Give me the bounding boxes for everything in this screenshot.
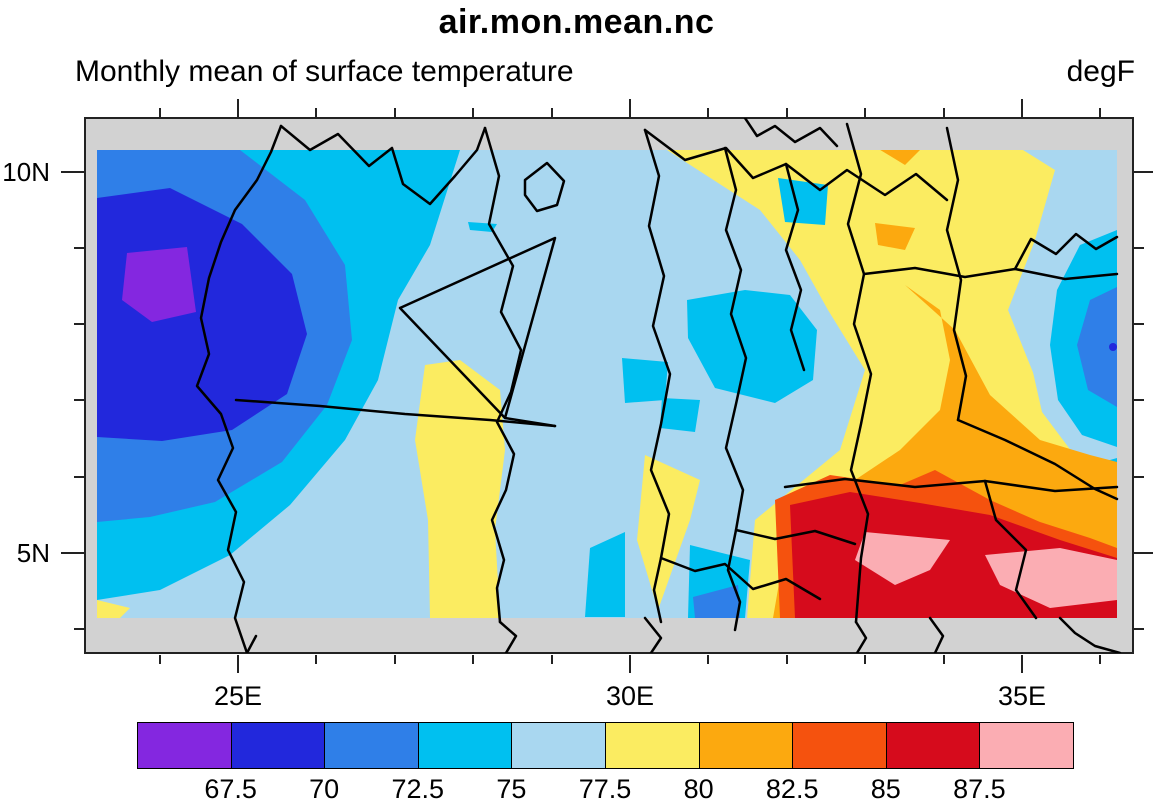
field-blue-east bbox=[1077, 287, 1117, 407]
colorbar-segment-0 bbox=[137, 722, 232, 769]
field-purple-core bbox=[122, 247, 196, 322]
colorbar-tick-label-77.5: 77.5 bbox=[578, 774, 632, 804]
colorbar-segment-8 bbox=[885, 722, 981, 769]
colorbar-tick-label-87.5: 87.5 bbox=[953, 774, 1006, 804]
field-cyan-bottom-1 bbox=[585, 532, 625, 617]
colorbar-segment-3 bbox=[417, 722, 513, 769]
field-cyan-small-2 bbox=[660, 398, 700, 432]
field-yellow-sw-corner bbox=[97, 600, 130, 618]
colorbar-tick-label-82.5: 82.5 bbox=[765, 774, 819, 804]
field-pink-left bbox=[855, 532, 950, 585]
colorbar-segment-2 bbox=[324, 722, 420, 769]
colorbar-tick-label-72.5: 72.5 bbox=[391, 774, 445, 804]
colorbar-tick-label-67.5: 67.5 bbox=[204, 774, 257, 804]
colorbar-segment-6 bbox=[698, 722, 794, 769]
colorbar bbox=[137, 722, 1075, 769]
field-cyan-ne-patch bbox=[778, 178, 828, 225]
field-orange-spot-mid bbox=[875, 223, 915, 250]
plot-subtitle: Monthly mean of surface temperature bbox=[75, 55, 574, 88]
field-deepblue-dot-east bbox=[1109, 343, 1117, 351]
field-cyan-center bbox=[687, 290, 817, 403]
colorbar-segment-9 bbox=[979, 722, 1075, 769]
colorbar-segment-5 bbox=[605, 722, 700, 769]
temperature-contour-map bbox=[61, 99, 1153, 673]
field-cyan-small-1 bbox=[622, 358, 668, 403]
colorbar-segment-4 bbox=[511, 722, 607, 769]
contour-field bbox=[97, 150, 1117, 618]
colorbar-tick-label-75: 75 bbox=[496, 774, 527, 804]
y-axis-label-5n: 5N bbox=[16, 538, 50, 568]
map-boundaries bbox=[195, 118, 1122, 653]
field-yellow-band-center bbox=[415, 360, 505, 618]
axis-ticks-top bbox=[159, 99, 1101, 117]
colorbar-labels: 67.5 70 72.5 75 77.5 80 82.5 85 87.5 bbox=[137, 774, 1137, 805]
x-axis-label-35e: 35E bbox=[997, 681, 1047, 711]
axis-ticks-bottom bbox=[159, 655, 1101, 673]
field-yellow-streak bbox=[637, 455, 700, 610]
field-blue-bottom-core bbox=[693, 585, 740, 618]
field-orange-spot-top bbox=[880, 150, 920, 165]
colorbar-segment-1 bbox=[230, 722, 326, 769]
colorbar-tick-label-80: 80 bbox=[683, 774, 714, 804]
y-axis-label-10n: 10N bbox=[2, 157, 50, 187]
plot-title: air.mon.mean.nc bbox=[438, 3, 715, 41]
colorbar-segment-7 bbox=[792, 722, 888, 769]
x-axis-label-30e: 30E bbox=[605, 681, 655, 711]
units-label: degF bbox=[1066, 55, 1135, 88]
colorbar-tick-label-85: 85 bbox=[870, 774, 901, 804]
colorbar-tick-label-70: 70 bbox=[309, 774, 340, 804]
axis-ticks-right bbox=[1134, 171, 1153, 630]
axis-ticks-left bbox=[61, 171, 84, 630]
x-axis-label-25e: 25E bbox=[213, 681, 263, 711]
